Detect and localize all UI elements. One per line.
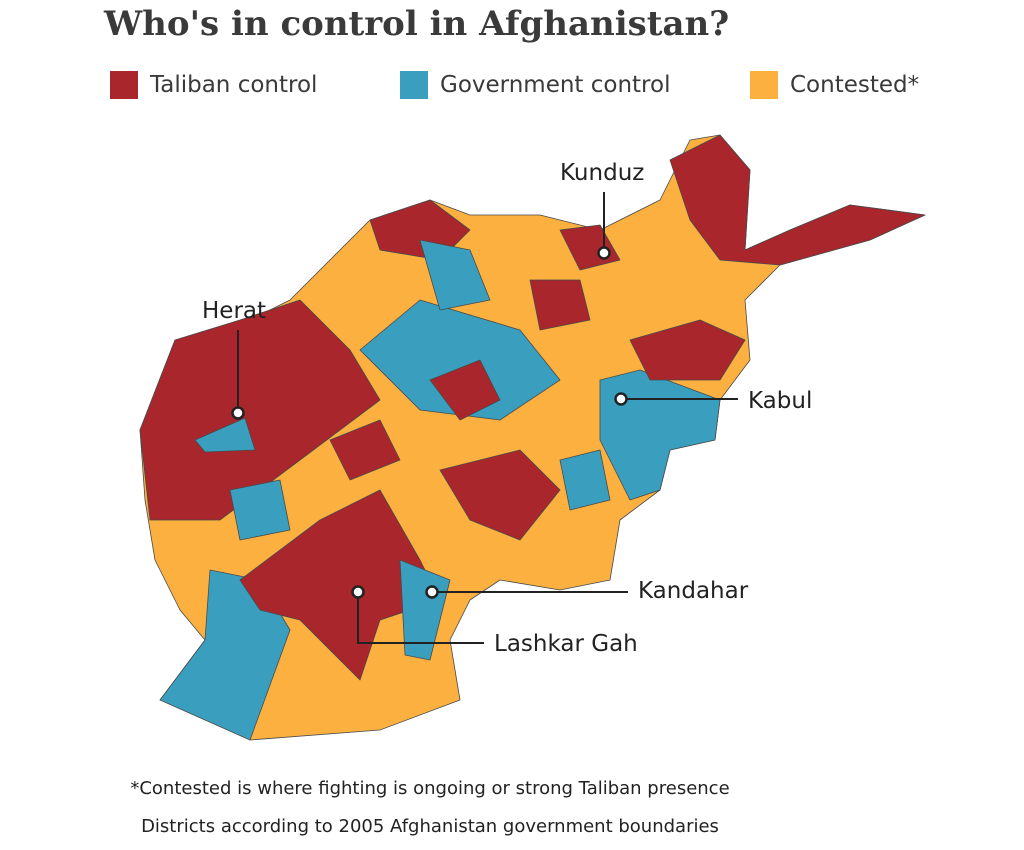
legend-label: Government control: [440, 72, 671, 98]
city-dot: [614, 392, 628, 406]
legend-item: Government control: [400, 70, 670, 100]
legend-label: Taliban control: [150, 72, 318, 98]
district-region: [229, 479, 291, 541]
city-dot: [425, 585, 439, 599]
city-dot: [351, 585, 365, 599]
legend-swatch: [750, 71, 778, 99]
map: Herat Kunduz Kabul Kandahar Lashkar Gah: [139, 134, 926, 741]
district-region: [419, 239, 491, 311]
city-label: Kandahar: [638, 578, 749, 604]
districts: [139, 134, 926, 741]
map-title: Who's in control in Afghanistan?: [104, 4, 730, 44]
footnote: Districts according to 2005 Afghanistan …: [141, 816, 719, 837]
legend-swatch: [110, 71, 138, 99]
footnote: *Contested is where fighting is ongoing …: [130, 778, 730, 799]
district-region: [139, 299, 381, 521]
city-label: Lashkar Gah: [494, 631, 638, 657]
legend-item: Contested*: [750, 70, 919, 100]
district-region: [194, 417, 256, 453]
district-region: [329, 419, 401, 481]
district-region: [629, 319, 746, 381]
district-region: [399, 559, 451, 661]
city-markers: Herat Kunduz Kabul Kandahar Lashkar Gah: [202, 160, 812, 657]
district-region: [559, 449, 611, 511]
legend-label: Contested*: [790, 72, 920, 98]
city-label: Kabul: [748, 388, 812, 414]
city-label: Kunduz: [560, 160, 644, 186]
district-region: [359, 299, 561, 421]
district-region: [669, 134, 926, 266]
district-region: [529, 279, 591, 331]
city-dot: [597, 246, 611, 260]
city-dot: [231, 406, 245, 420]
district-region: [429, 359, 501, 421]
leader-line: [357, 598, 484, 644]
legend-swatch: [400, 71, 428, 99]
district-region: [439, 449, 561, 541]
legend-item: Taliban control: [110, 70, 317, 100]
city-label: Herat: [202, 298, 266, 324]
